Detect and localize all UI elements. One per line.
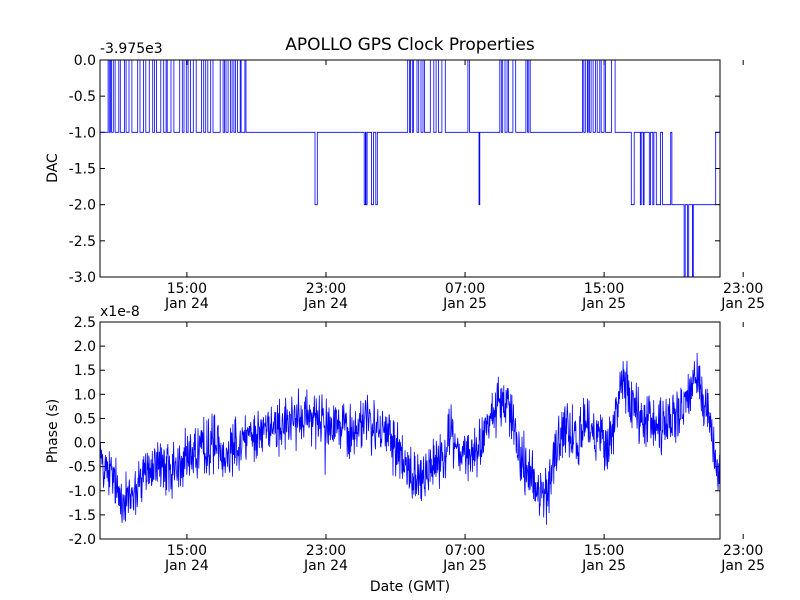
dac-x-tick-time: 15:00 bbox=[167, 281, 207, 297]
phase-y-tick-label: -2.0 bbox=[69, 532, 96, 548]
phase-y-tick-label: 2.0 bbox=[74, 339, 96, 355]
phase-plot-frame bbox=[99, 321, 721, 540]
phase-x-tick-time: 23:00 bbox=[723, 543, 763, 559]
dac-x-tick-date: Jan 24 bbox=[164, 296, 209, 312]
phase-x-tick-time: 15:00 bbox=[584, 543, 624, 559]
phase-y-tick-label: -0.5 bbox=[69, 460, 96, 476]
phase-x-tick-time: 15:00 bbox=[167, 543, 207, 559]
chart-title: APOLLO GPS Clock Properties bbox=[285, 35, 535, 55]
dac-y-tick-label: -2.0 bbox=[69, 198, 96, 214]
phase-x-tick-date: Jan 24 bbox=[164, 558, 209, 574]
dac-series bbox=[100, 60, 720, 277]
phase-y-tick-label: 0.5 bbox=[74, 411, 96, 427]
phase-x-axis-label: Date (GMT) bbox=[370, 579, 450, 595]
phase-x-tick-date: Jan 25 bbox=[720, 558, 765, 574]
dac-panel: -3.975e3 DAC -3.0 -2.5 -2.0 -1.5 -1.0 -0.5 0.0… bbox=[45, 41, 765, 312]
phase-offset-label: x1e-8 bbox=[100, 304, 140, 320]
phase-series bbox=[100, 352, 720, 525]
dac-x-tick-time: 15:00 bbox=[584, 281, 624, 297]
dac-x-tick-date: Jan 25 bbox=[581, 296, 626, 312]
dac-line bbox=[100, 60, 720, 277]
dac-y-tick-label: -0.5 bbox=[69, 89, 96, 105]
dac-y-tick-label: -3.0 bbox=[69, 270, 96, 286]
phase-x-tick-time: 07:00 bbox=[445, 543, 485, 559]
dac-x-tick-time: 23:00 bbox=[723, 281, 763, 297]
dac-x-tick-date: Jan 25 bbox=[720, 296, 765, 312]
phase-y-tick-label: 2.5 bbox=[74, 315, 96, 331]
phase-line bbox=[100, 352, 720, 525]
dac-x-tick-time: 23:00 bbox=[306, 281, 346, 297]
phase-panel: x1e-8 Phase (s) Date (GMT) -2.0 -1.5 -1.0 -… bbox=[45, 304, 765, 595]
dac-y-axis-label: DAC bbox=[45, 153, 61, 183]
phase-x-tick-date: Jan 24 bbox=[303, 558, 348, 574]
dac-y-tick-label: -2.5 bbox=[69, 234, 96, 250]
dac-y-tick-label: -1.5 bbox=[69, 162, 96, 178]
dac-x-tick-time: 07:00 bbox=[445, 281, 485, 297]
phase-y-tick-label: 1.5 bbox=[74, 363, 96, 379]
dac-offset-label: -3.975e3 bbox=[100, 41, 163, 57]
dac-x-tick-date: Jan 25 bbox=[442, 296, 487, 312]
phase-y-tick-label: -1.0 bbox=[69, 484, 96, 500]
phase-y-axis-label: Phase (s) bbox=[45, 399, 61, 463]
phase-y-tick-label: 0.0 bbox=[74, 436, 96, 452]
phase-y-tick-label: 1.0 bbox=[74, 387, 96, 403]
dac-plot-frame bbox=[99, 59, 721, 278]
phase-x-tick-time: 23:00 bbox=[306, 543, 346, 559]
phase-x-tick-date: Jan 25 bbox=[581, 558, 626, 574]
dac-x-tick-date: Jan 24 bbox=[303, 296, 348, 312]
dac-y-tick-label: -1.0 bbox=[69, 125, 96, 141]
phase-x-tick-date: Jan 25 bbox=[442, 558, 487, 574]
phase-y-tick-label: -1.5 bbox=[69, 508, 96, 524]
dac-y-tick-label: 0.0 bbox=[74, 53, 96, 69]
